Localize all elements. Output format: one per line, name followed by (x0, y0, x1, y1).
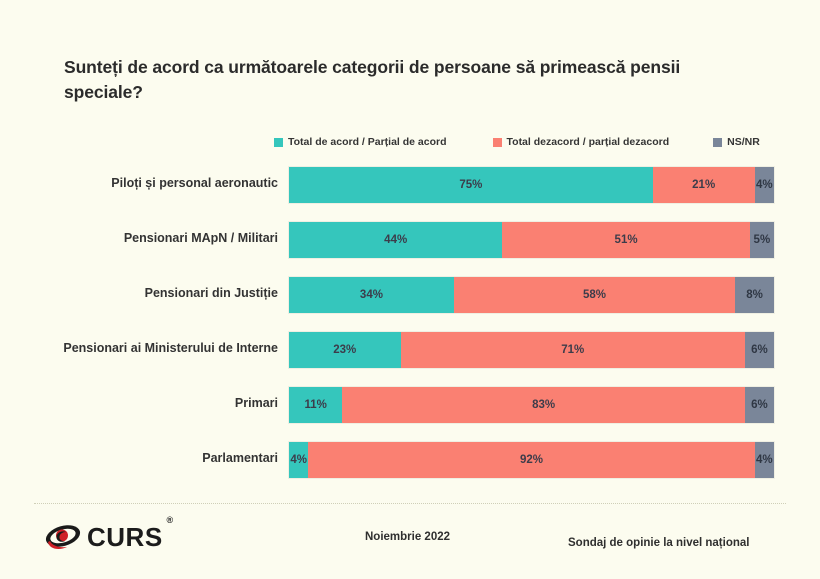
legend-item-disagree: Total dezacord / parțial dezacord (492, 136, 670, 148)
legend-label-agree: Total de acord / Parțial de acord (288, 136, 447, 148)
category-label: Pensionari MApN / Militari (123, 231, 278, 245)
chart-row: Pensionari ai Ministerului de Interne 23… (0, 328, 820, 383)
bar-value-agree: 4% (290, 454, 307, 466)
stacked-bar: 11% 83% 6% (288, 386, 775, 424)
curs-swoosh-icon (45, 525, 81, 550)
bar-segment-disagree: 83% (342, 387, 745, 423)
legend-item-agree: Total de acord / Parțial de acord (274, 136, 447, 148)
bar-value-nsnr: 4% (755, 454, 773, 466)
bar-segment-nsnr: 6% (744, 387, 774, 423)
bar-value-agree: 44% (384, 234, 408, 246)
footer: CURS ® Noiembrie 2022 Sondaj de opinie l… (0, 515, 820, 575)
bar-value-agree: 34% (359, 289, 383, 301)
bar-value-nsnr: 6% (751, 344, 768, 356)
bar-value-nsnr: 6% (751, 399, 768, 411)
stacked-bar: 44% 51% 5% (288, 221, 775, 259)
legend-swatch-agree (274, 137, 283, 147)
chart-row: Parlamentari 4% 92% 4% (0, 438, 820, 493)
stacked-bar: 4% 92% 4% (288, 441, 775, 479)
bar-segment-agree: 4% (289, 442, 309, 478)
chart-row: Primari 11% 83% 6% (0, 383, 820, 438)
registered-mark: ® (166, 515, 174, 525)
bar-value-agree: 75% (459, 179, 483, 191)
category-label: Piloți și personal aeronautic (111, 176, 278, 190)
bar-segment-agree: 75% (289, 167, 653, 203)
chart-legend: Total de acord / Parțial de acord Total … (274, 133, 774, 151)
bar-value-disagree: 92% (519, 454, 543, 466)
bar-value-disagree: 83% (532, 399, 556, 411)
bar-segment-nsnr: 5% (749, 222, 774, 258)
survey-note: Sondaj de opinie la nivel național (568, 537, 750, 549)
curs-wordmark: CURS (87, 522, 163, 552)
bar-segment-disagree: 51% (502, 222, 750, 258)
category-label: Pensionari ai Ministerului de Interne (63, 341, 278, 355)
bar-segment-disagree: 58% (453, 277, 736, 313)
chart-row: Pensionari din Justiție 34% 58% 8% (0, 273, 820, 328)
bar-value-disagree: 71% (561, 344, 585, 356)
bar-segment-agree: 11% (289, 387, 343, 423)
bar-value-agree: 23% (333, 344, 357, 356)
bar-value-disagree: 58% (583, 289, 607, 301)
bar-segment-agree: 23% (289, 332, 401, 368)
bar-value-agree: 11% (304, 399, 327, 411)
legend-swatch-disagree (492, 137, 502, 147)
bar-segment-disagree: 21% (652, 167, 755, 203)
footer-divider (34, 503, 786, 505)
bar-value-nsnr: 8% (746, 289, 763, 301)
legend-label-disagree: Total dezacord / parțial dezacord (506, 136, 670, 148)
curs-logo-text: CURS ® (87, 516, 173, 552)
stacked-bar-chart: Piloți și personal aeronautic 75% 21% 4%… (0, 163, 820, 495)
bar-segment-nsnr: 8% (735, 277, 774, 313)
curs-logo: CURS ® (44, 516, 173, 554)
bar-value-nsnr: 4% (755, 179, 773, 191)
chart-row: Pensionari MApN / Militari 44% 51% 5% (0, 218, 820, 273)
bar-segment-disagree: 71% (400, 332, 745, 368)
category-label: Parlamentari (202, 451, 278, 465)
bar-value-disagree: 51% (614, 234, 638, 246)
bar-segment-nsnr: 6% (744, 332, 774, 368)
category-label: Pensionari din Justiție (144, 286, 278, 300)
bar-value-nsnr: 5% (753, 234, 771, 246)
stacked-bar: 75% 21% 4% (288, 166, 775, 204)
stacked-bar: 34% 58% 8% (288, 276, 775, 314)
stacked-bar: 23% 71% 6% (288, 331, 775, 369)
bar-segment-nsnr: 4% (754, 442, 774, 478)
bar-segment-nsnr: 4% (754, 167, 774, 203)
bar-segment-disagree: 92% (308, 442, 755, 478)
legend-item-nsnr: NS/NR (713, 136, 760, 148)
category-label: Primari (234, 396, 278, 410)
bar-value-disagree: 21% (692, 179, 716, 191)
page-title: Sunteți de acord ca următoarele categori… (64, 57, 681, 103)
bar-segment-agree: 44% (289, 222, 503, 258)
chart-row: Piloți și personal aeronautic 75% 21% 4% (0, 163, 820, 218)
survey-date: Noiembrie 2022 (365, 531, 451, 543)
legend-label-nsnr: NS/NR (727, 136, 760, 148)
bar-segment-agree: 34% (289, 277, 454, 313)
legend-swatch-nsnr (713, 137, 723, 147)
